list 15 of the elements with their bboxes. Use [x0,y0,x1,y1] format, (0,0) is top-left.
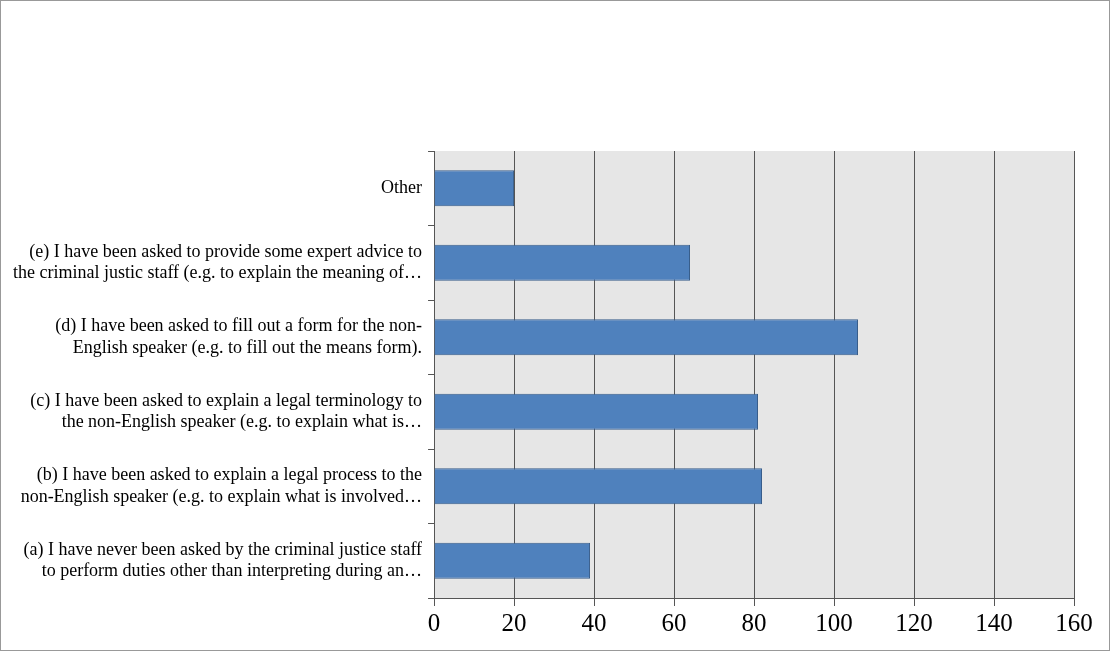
x-tick-label: 140 [975,608,1013,636]
y-tick-label: (c) I have been asked to explain a legal terminology to the non-English speaker (e.g. to explain what is… [30,389,423,433]
x-tick-label: 60 [661,608,687,636]
x-tick-label: 0 [427,608,441,636]
x-tick-label: 100 [815,608,853,636]
y-tick-label: (e) I have been asked to provide some expert advice to the criminal justic staff (e.g. to explain the meaning of… [12,240,423,284]
y-tick-label: (a) I have never been asked by the criminal justice staff to perform duties other than interpreting during an… [23,538,423,581]
x-tick-label: 20 [501,608,527,636]
x-tick-label: 160 [1055,608,1093,636]
y-tick-label: (d) I have been asked to fill out a form for the non- English speaker (e.g. to fill out the means form). [55,315,423,358]
y-tick-label: Other [381,176,423,197]
y-tick-label: (b) I have been asked to explain a legal process to the non-English speaker (e.g. to explain what is involved… [20,464,423,507]
x-tick-label: 40 [581,608,607,636]
x-tick-label: 120 [895,608,933,636]
x-tick-label: 80 [741,608,767,636]
